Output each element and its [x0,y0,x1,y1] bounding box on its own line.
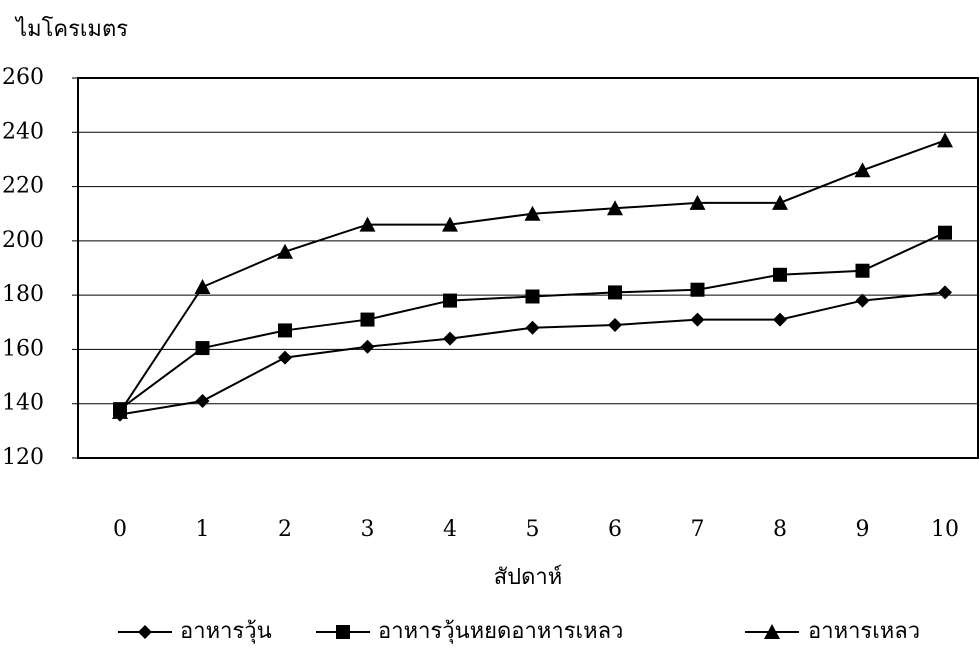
y-tick-label: 120 [2,445,44,470]
legend-marker [336,625,350,639]
data-point [443,332,457,346]
data-point [526,290,540,304]
x-tick-label: 10 [931,517,959,542]
data-point [277,244,293,259]
y-tick-label: 220 [2,174,44,199]
data-point [278,323,292,337]
data-point [691,283,705,297]
data-point [196,394,210,408]
x-tick-label: 3 [361,517,375,542]
x-tick-label: 6 [608,517,622,542]
legend-marker [138,625,152,639]
y-tick-label: 260 [2,65,44,90]
data-point [196,341,210,355]
data-point [526,321,540,335]
data-point [773,268,787,282]
y-axis-title: ไมโครเมตร [14,16,128,42]
legend-label: อาหารเหลว [808,619,920,644]
x-tick-label: 4 [443,517,457,542]
y-tick-label: 240 [2,119,44,144]
y-tick-label: 180 [2,282,44,307]
data-point [691,313,705,327]
data-point [773,313,787,327]
x-tick-label: 9 [856,517,870,542]
data-point [195,279,211,294]
x-axis-title: สัปดาห์ [494,565,563,590]
data-point [856,294,870,308]
data-point [443,294,457,308]
x-tick-label: 2 [278,517,292,542]
data-point [278,351,292,365]
x-tick-label: 0 [113,517,127,542]
data-point [608,285,622,299]
plot-frame [78,78,978,458]
x-tick-label: 5 [526,517,540,542]
data-point [361,313,375,327]
series-line [120,140,945,411]
chart: ไมโครเมตร สัปดาห์ 1201401601802002202402… [0,0,980,660]
data-point [938,226,952,240]
x-tick-label: 7 [691,517,705,542]
data-point [361,340,375,354]
data-point [856,264,870,278]
data-point [608,318,622,332]
y-tick-label: 200 [2,228,44,253]
x-tick-label: 1 [196,517,210,542]
data-point [937,132,953,147]
legend-label: อาหารวุ้น [180,619,272,644]
legend-label: อาหารวุ้นหยดอาหารเหลว [378,619,623,644]
data-point [855,162,871,177]
y-tick-label: 160 [2,336,44,361]
series-line [120,292,945,414]
y-tick-label: 140 [2,391,44,416]
x-tick-label: 8 [773,517,787,542]
data-point [938,285,952,299]
